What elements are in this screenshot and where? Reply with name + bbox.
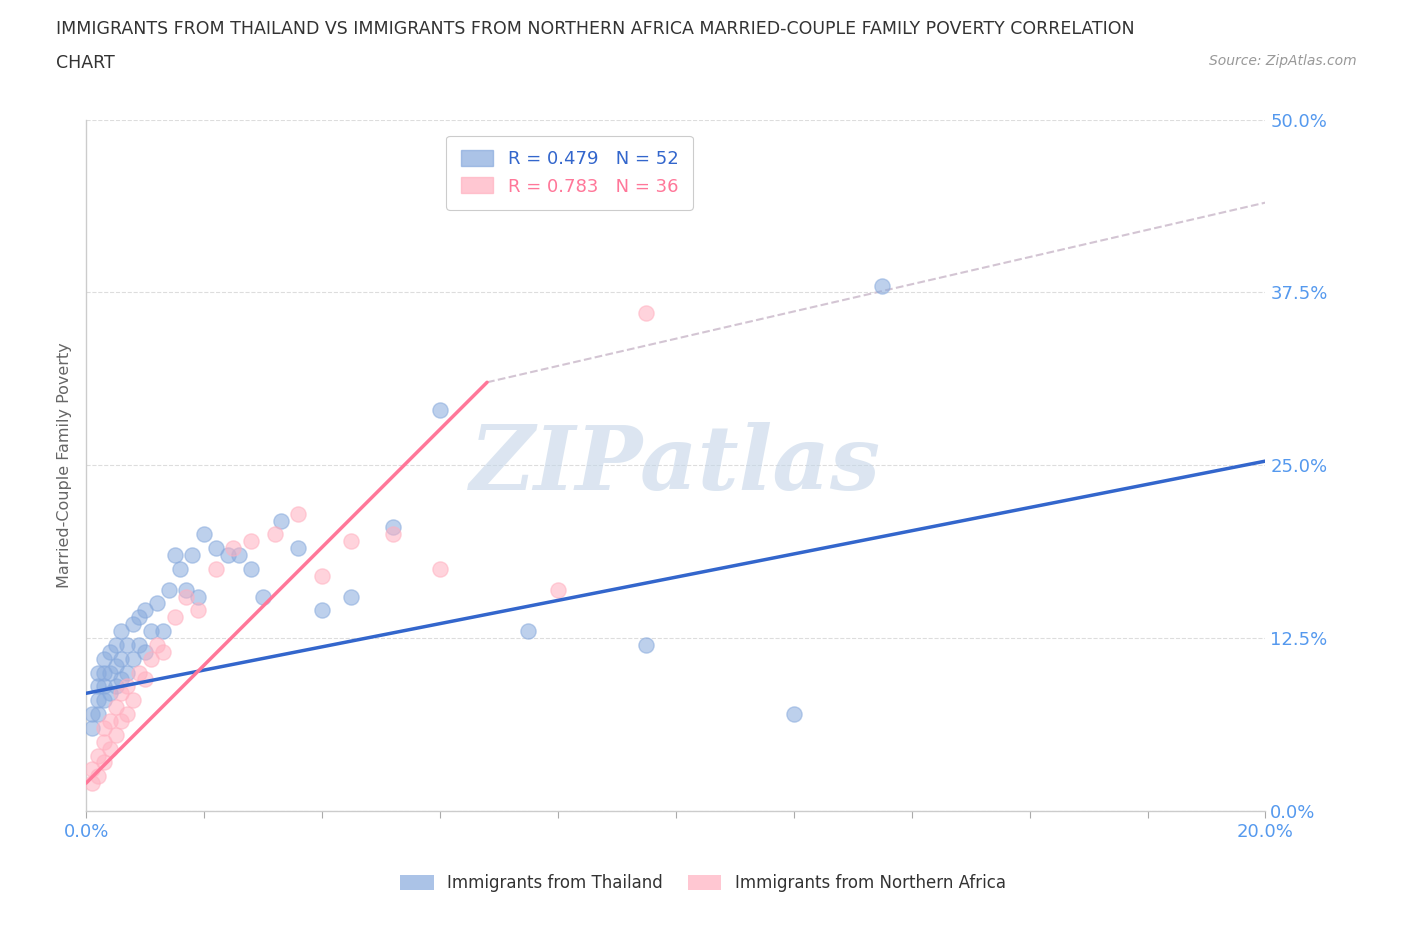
Point bbox=[340, 589, 363, 604]
Point bbox=[181, 548, 204, 563]
Point bbox=[169, 562, 191, 577]
Y-axis label: Married-Couple Family Poverty: Married-Couple Family Poverty bbox=[58, 342, 72, 588]
Point bbox=[870, 278, 893, 293]
Point bbox=[104, 658, 127, 673]
Point bbox=[117, 679, 139, 694]
Point bbox=[98, 665, 121, 680]
Point bbox=[636, 637, 658, 652]
Point bbox=[80, 707, 103, 722]
Point bbox=[80, 721, 103, 736]
Point bbox=[311, 603, 333, 618]
Point bbox=[240, 534, 263, 549]
Legend: R = 0.479   N = 52, R = 0.783   N = 36: R = 0.479 N = 52, R = 0.783 N = 36 bbox=[446, 136, 693, 210]
Point bbox=[204, 540, 226, 555]
Point bbox=[98, 685, 121, 700]
Point bbox=[80, 762, 103, 777]
Point bbox=[381, 520, 404, 535]
Point bbox=[287, 506, 309, 521]
Point bbox=[117, 707, 139, 722]
Point bbox=[104, 727, 127, 742]
Point bbox=[783, 707, 806, 722]
Point bbox=[110, 672, 132, 687]
Point bbox=[98, 644, 121, 659]
Point bbox=[152, 644, 174, 659]
Point bbox=[98, 741, 121, 756]
Point bbox=[122, 651, 145, 666]
Point bbox=[636, 306, 658, 321]
Point bbox=[87, 665, 110, 680]
Point bbox=[93, 721, 115, 736]
Point bbox=[429, 562, 451, 577]
Point bbox=[340, 534, 363, 549]
Point bbox=[128, 665, 150, 680]
Point bbox=[80, 776, 103, 790]
Point bbox=[134, 672, 156, 687]
Point bbox=[193, 527, 215, 542]
Point bbox=[110, 713, 132, 728]
Point bbox=[176, 582, 198, 597]
Point bbox=[187, 589, 209, 604]
Point bbox=[222, 540, 245, 555]
Point bbox=[287, 540, 309, 555]
Point bbox=[93, 679, 115, 694]
Point bbox=[547, 582, 569, 597]
Point bbox=[93, 735, 115, 750]
Point bbox=[517, 624, 540, 639]
Point bbox=[176, 589, 198, 604]
Point bbox=[157, 582, 180, 597]
Point bbox=[128, 610, 150, 625]
Point bbox=[270, 513, 292, 528]
Point bbox=[228, 548, 250, 563]
Point bbox=[204, 562, 226, 577]
Point bbox=[429, 403, 451, 418]
Point bbox=[381, 527, 404, 542]
Point bbox=[146, 637, 169, 652]
Point bbox=[163, 610, 186, 625]
Point bbox=[240, 562, 263, 577]
Point bbox=[110, 651, 132, 666]
Point bbox=[104, 637, 127, 652]
Point bbox=[87, 769, 110, 784]
Text: ZIPatlas: ZIPatlas bbox=[470, 422, 882, 509]
Point bbox=[104, 699, 127, 714]
Point bbox=[122, 617, 145, 631]
Point bbox=[146, 596, 169, 611]
Point bbox=[98, 713, 121, 728]
Point bbox=[217, 548, 239, 563]
Point bbox=[134, 603, 156, 618]
Point bbox=[93, 651, 115, 666]
Point bbox=[87, 679, 110, 694]
Point bbox=[117, 637, 139, 652]
Point bbox=[93, 755, 115, 770]
Point bbox=[110, 624, 132, 639]
Point bbox=[104, 679, 127, 694]
Point bbox=[187, 603, 209, 618]
Text: IMMIGRANTS FROM THAILAND VS IMMIGRANTS FROM NORTHERN AFRICA MARRIED-COUPLE FAMIL: IMMIGRANTS FROM THAILAND VS IMMIGRANTS F… bbox=[56, 20, 1135, 38]
Point bbox=[252, 589, 274, 604]
Point bbox=[122, 693, 145, 708]
Point bbox=[93, 665, 115, 680]
Point bbox=[139, 651, 162, 666]
Point bbox=[134, 644, 156, 659]
Point bbox=[117, 665, 139, 680]
Legend: Immigrants from Thailand, Immigrants from Northern Africa: Immigrants from Thailand, Immigrants fro… bbox=[394, 867, 1012, 898]
Point bbox=[87, 693, 110, 708]
Point bbox=[139, 624, 162, 639]
Point bbox=[93, 693, 115, 708]
Point bbox=[110, 685, 132, 700]
Point bbox=[152, 624, 174, 639]
Point bbox=[263, 527, 285, 542]
Text: CHART: CHART bbox=[56, 54, 115, 72]
Point bbox=[163, 548, 186, 563]
Point bbox=[87, 748, 110, 763]
Point bbox=[311, 568, 333, 583]
Point bbox=[475, 181, 498, 196]
Point bbox=[87, 707, 110, 722]
Point bbox=[128, 637, 150, 652]
Text: Source: ZipAtlas.com: Source: ZipAtlas.com bbox=[1209, 54, 1357, 68]
